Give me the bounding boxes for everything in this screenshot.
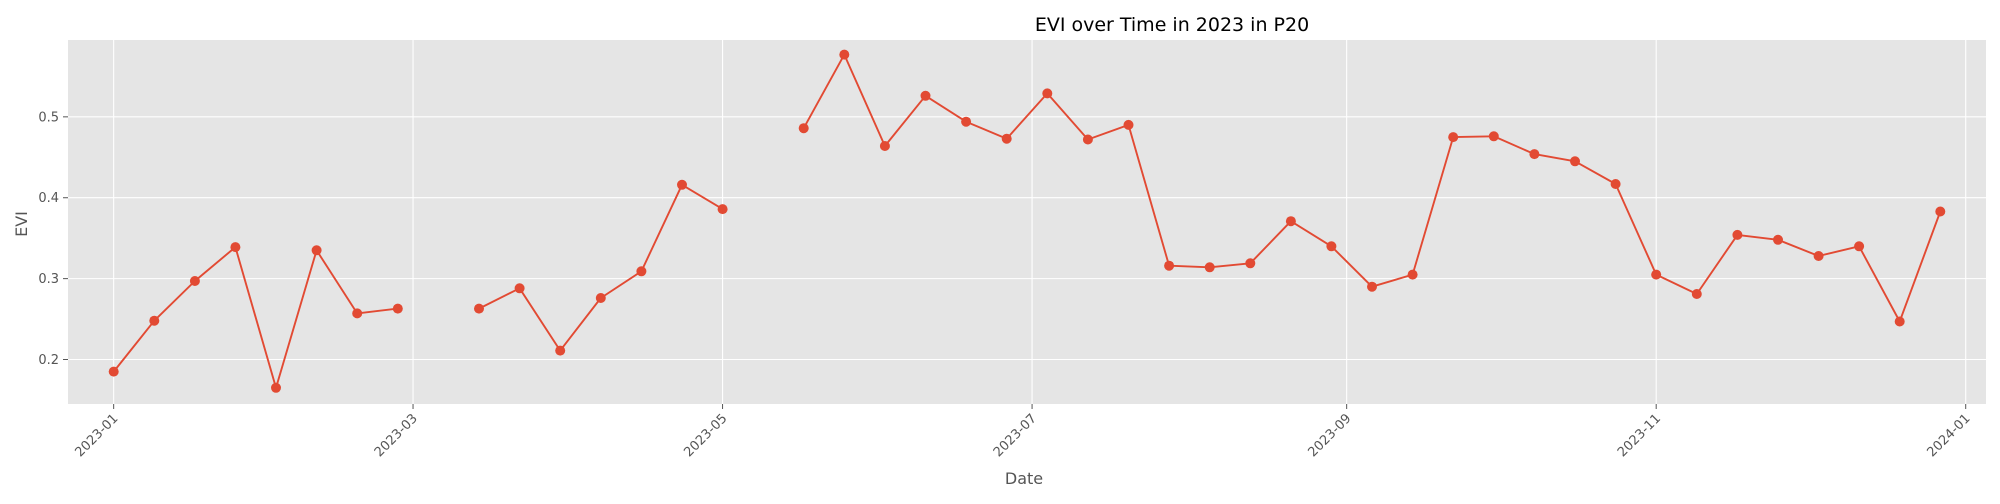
data-point xyxy=(149,315,160,326)
series-line xyxy=(112,246,398,389)
x-tick-label: 2024-01 xyxy=(1925,411,1974,460)
data-point xyxy=(1773,234,1783,245)
data-point xyxy=(1245,258,1256,269)
data-point xyxy=(1732,229,1743,240)
data-point xyxy=(1854,241,1865,252)
data-point xyxy=(1894,316,1905,327)
data-point xyxy=(717,204,728,215)
data-point xyxy=(1935,206,1946,217)
data-point xyxy=(1042,88,1053,99)
data-point xyxy=(189,276,200,286)
y-axis-label: EVI xyxy=(12,211,31,237)
data-point xyxy=(1691,289,1702,299)
data-point xyxy=(1448,132,1459,143)
data-point xyxy=(1488,131,1499,142)
data-point xyxy=(108,366,119,377)
data-point xyxy=(839,49,850,60)
data-point xyxy=(311,245,322,256)
data-point xyxy=(879,141,890,151)
data-point xyxy=(514,283,525,294)
data-point xyxy=(230,242,241,253)
data-point xyxy=(1610,179,1621,189)
data-point xyxy=(595,293,606,303)
data-point xyxy=(1326,241,1337,252)
data-point xyxy=(1123,119,1134,130)
x-tick-label: 2023-05 xyxy=(681,411,730,460)
data-point xyxy=(1570,156,1580,167)
data-point xyxy=(677,179,687,190)
data-point xyxy=(1001,133,1012,144)
data-point xyxy=(352,308,363,319)
data-point xyxy=(1651,269,1662,280)
x-tick-label: 2023-03 xyxy=(372,411,421,460)
chart-title: EVI over Time in 2023 in P20 xyxy=(1035,14,1309,36)
data-point xyxy=(1529,149,1540,160)
data-point xyxy=(1367,281,1377,292)
x-axis-label: Date xyxy=(1005,469,1043,488)
x-tick-label: 2023-07 xyxy=(991,411,1040,460)
data-point xyxy=(1204,262,1215,273)
data-point xyxy=(1813,251,1824,261)
y-tick-label: 0.5 xyxy=(38,110,59,125)
data-point xyxy=(392,303,403,314)
x-tick-label: 2023-09 xyxy=(1305,411,1354,460)
data-point xyxy=(920,90,931,101)
x-tick-label: 2023-01 xyxy=(72,411,121,460)
y-tick-label: 0.4 xyxy=(38,191,59,206)
x-tick-label: 2023-11 xyxy=(1615,411,1664,460)
y-tick-label: 0.2 xyxy=(38,353,59,368)
data-point xyxy=(798,123,809,134)
data-point xyxy=(636,266,647,277)
data-point xyxy=(961,116,972,127)
plot-area xyxy=(68,40,1986,404)
data-series xyxy=(108,49,1946,393)
data-point xyxy=(1164,260,1175,271)
data-point xyxy=(555,345,566,356)
data-point xyxy=(1407,269,1418,280)
data-point xyxy=(1082,134,1093,145)
data-point xyxy=(271,382,281,393)
y-tick-label: 0.3 xyxy=(38,272,59,287)
data-point xyxy=(1285,216,1296,227)
data-point xyxy=(474,303,484,314)
